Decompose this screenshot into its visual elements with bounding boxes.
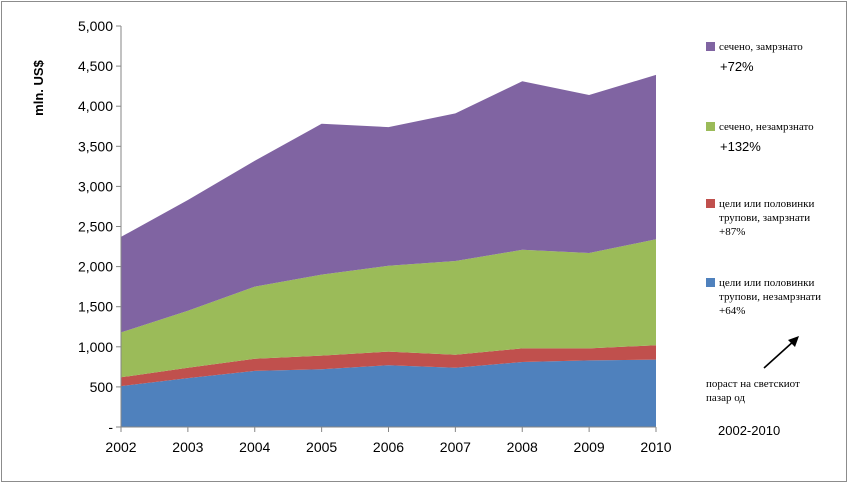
legend-label-sec-nezam: сечено, незамрзнато — [719, 121, 814, 133]
area-series-1 — [121, 345, 656, 387]
y-axis-label: mln. US$ — [31, 59, 46, 115]
y-tick-label: 1,500 — [78, 299, 113, 315]
y-tick-labels: - 500 1,000 1,500 2,000 2,500 3,000 3,500 4,000 4… — [78, 18, 121, 435]
legend-label-cel-zam: цели или половинки трупови, замрзнати +8… — [719, 198, 815, 238]
legend-swatch-blue — [706, 278, 715, 287]
y-tick-label: 1,000 — [78, 339, 113, 355]
x-tick-label: 2006 — [373, 439, 404, 455]
legend-swatch-red — [706, 199, 715, 208]
y-tick-label: 2,000 — [78, 259, 113, 275]
area-series-2 — [121, 239, 656, 378]
y-tick-label: 4,500 — [78, 58, 113, 74]
x-tick-labels: 2002 2003 2004 2005 2006 2007 2008 2009 2010 — [105, 427, 672, 455]
legend-label-cel-nezam: цели или половинки трупови, незамрзнати … — [719, 277, 822, 317]
area-series-3 — [121, 74, 656, 333]
annotation-years: 2002-2010 — [718, 423, 781, 438]
annotation-text: пораст на светскиот пазар од — [706, 378, 800, 404]
y-tick-label: 3,500 — [78, 138, 113, 154]
legend-swatch-green — [706, 122, 715, 131]
y-tick-label: 2,500 — [78, 219, 113, 235]
y-tick-label: 5,000 — [78, 18, 113, 34]
y-tick-label: 500 — [90, 379, 114, 395]
legend-item-cel-zam: цели или половинки трупови, замрзнати +8… — [706, 197, 824, 239]
annotation-arrowhead — [788, 336, 799, 347]
x-tick-label: 2004 — [239, 439, 270, 455]
area-series-0 — [121, 359, 656, 427]
y-tick-label: 4,000 — [78, 98, 113, 114]
x-tick-label: 2002 — [105, 439, 136, 455]
legend-swatch-purple — [706, 42, 715, 51]
x-tick-label: 2009 — [574, 439, 605, 455]
legend-item-cel-nezam: цели или половинки трупови, незамрзнати … — [706, 276, 824, 318]
y-tick-label: - — [108, 419, 113, 435]
legend-change-sec-nezam: +132% — [720, 139, 761, 154]
legend-change-sec-zam: +72% — [720, 59, 754, 74]
x-tick-label: 2008 — [507, 439, 538, 455]
x-tick-label: 2005 — [306, 439, 337, 455]
annotation-arrow — [763, 339, 796, 369]
x-tick-label: 2007 — [440, 439, 471, 455]
area-series-group — [121, 74, 656, 427]
y-tick-label: 3,000 — [78, 178, 113, 194]
legend-item-sec-zam: сечено, замрзнато +72% — [706, 40, 803, 74]
x-tick-label: 2003 — [172, 439, 203, 455]
x-tick-label: 2010 — [640, 439, 671, 455]
legend-label-sec-zam: сечено, замрзнато — [719, 41, 803, 53]
legend-item-sec-nezam: сечено, незамрзнато +132% — [706, 120, 814, 154]
